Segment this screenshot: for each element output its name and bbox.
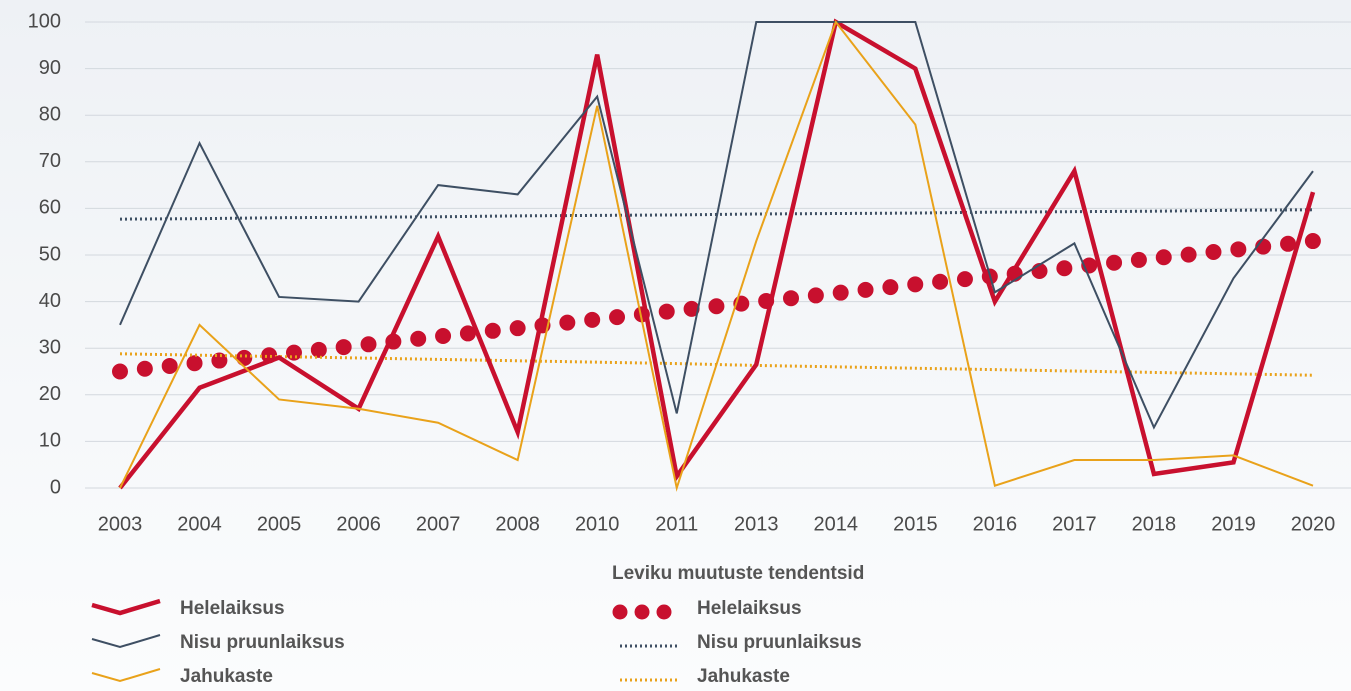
x-tick-label: 2004 — [177, 513, 222, 535]
x-tick-label: 2007 — [416, 513, 461, 535]
y-tick-label: 50 — [39, 243, 61, 265]
line — [119, 21, 1314, 430]
x-tick-label: 2019 — [1211, 513, 1256, 535]
legend-label: Helelaiksus — [697, 598, 802, 619]
legend-label: Nisu pruunlaiksus — [180, 632, 345, 653]
line — [118, 18, 1316, 490]
x-tick-label: 2008 — [495, 513, 540, 535]
legend-swatch — [91, 668, 161, 683]
x-tick-label: 2005 — [257, 513, 302, 535]
x-tick-label: 2014 — [814, 513, 859, 535]
y-tick-label: 0 — [50, 476, 61, 498]
x-tick-label: 2016 — [973, 513, 1018, 535]
legend-title: Leviku muutuste tendentsid — [612, 563, 864, 584]
y-tick-label: 70 — [39, 150, 61, 172]
x-tick-label: 2003 — [98, 513, 143, 535]
y-tick-label: 10 — [39, 430, 61, 452]
line — [119, 19, 1314, 492]
x-tick-label: 2013 — [734, 513, 779, 535]
legend-label: Helelaiksus — [180, 598, 285, 619]
x-tick-label: 2015 — [893, 513, 938, 535]
legend-swatch — [91, 598, 161, 616]
y-tick-label: 30 — [39, 336, 61, 358]
y-tick-label: 60 — [39, 197, 61, 219]
x-tick-label: 2011 — [655, 513, 698, 535]
x-tick-label: 2010 — [575, 513, 620, 535]
x-tick-label: 2018 — [1132, 513, 1177, 535]
x-tick-label: 2017 — [1052, 513, 1097, 535]
x-tick-label: 2006 — [336, 513, 381, 535]
y-tick-label: 80 — [39, 103, 61, 125]
y-tick-label: 40 — [39, 290, 61, 312]
line — [112, 233, 1321, 380]
legend-swatch — [91, 634, 161, 649]
y-tick-label: 100 — [28, 10, 61, 32]
legend-label: Jahukaste — [697, 666, 790, 687]
legend-label: Jahukaste — [180, 666, 273, 687]
legend-label: Nisu pruunlaiksus — [697, 632, 862, 653]
x-tick-label: 2020 — [1291, 513, 1336, 535]
y-tick-label: 20 — [39, 383, 61, 405]
y-tick-label: 90 — [39, 57, 61, 79]
